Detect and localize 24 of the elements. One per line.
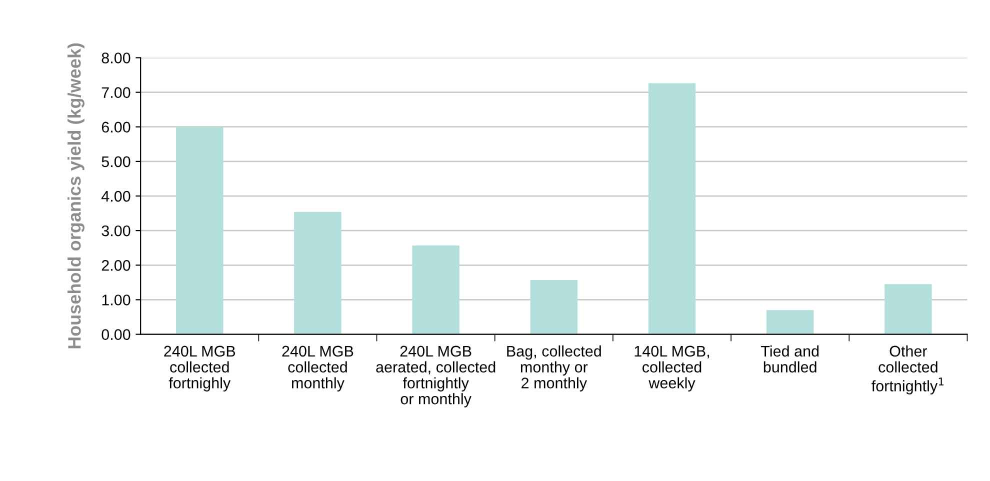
y-tick-label: 5.00 [102,156,130,168]
bar [294,212,342,334]
x-tick-label: 240L MGB aerated, collected fortnightly or monthly [376,346,496,408]
x-tick-label: 240L MGB collected monthly [282,346,354,392]
x-tick-label: Bag, collected monthy or 2 monthly [507,345,601,392]
y-tick-label: 6.00 [102,122,130,133]
y-tick-label: 4.00 [101,190,130,202]
y-tick-label: 0.00 [102,329,130,340]
y-tick-label: 1.00 [102,294,130,306]
bar [648,83,696,334]
bar [884,284,932,334]
y-tick-label: 8.00 [102,52,130,64]
x-tick-label: 140L MGB, collected weekly [634,346,709,392]
bar [530,280,578,334]
x-tick-label: 240L MGB collected fortnighly [164,346,236,392]
x-tick-label: Other collected fortnightly$^{1}$ [872,345,944,394]
y-axis-title: Household organics yield (kg/week) [68,43,84,348]
bar [766,310,814,334]
x-tick-label: Tied and bundled [760,345,819,373]
y-tick-label: 2.00 [102,260,130,271]
y-tick-label: 7.00 [102,87,130,98]
bar [412,245,460,334]
bar [176,126,224,334]
y-tick-label: 3.00 [102,225,130,236]
